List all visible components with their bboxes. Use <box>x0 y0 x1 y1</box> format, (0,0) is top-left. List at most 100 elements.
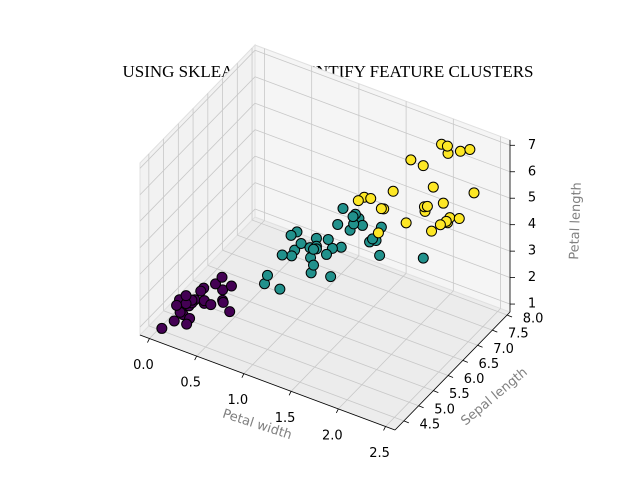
grid-line <box>139 208 256 328</box>
z-tick-label: 2 <box>528 270 536 285</box>
grid-line <box>139 129 256 248</box>
point <box>325 271 337 283</box>
x-tick-label: 0.5 <box>180 376 201 391</box>
z-tick-label: 4 <box>528 217 536 232</box>
y-tick-label: 5.0 <box>434 402 455 417</box>
grid-line <box>338 290 454 410</box>
x-tick-label: 2.0 <box>322 428 343 443</box>
tick-mark <box>288 391 292 396</box>
point <box>434 219 446 231</box>
point <box>468 187 480 199</box>
grid-line <box>254 102 511 199</box>
tick-mark <box>403 420 409 424</box>
point <box>295 237 307 249</box>
tick-mark <box>506 314 513 318</box>
z-axis-label: Petal length <box>567 182 585 260</box>
axis-line <box>394 311 511 431</box>
point <box>441 140 453 152</box>
point <box>274 283 286 295</box>
grid-line <box>254 76 511 173</box>
point <box>180 290 192 302</box>
point <box>210 278 222 290</box>
point <box>308 259 320 271</box>
point <box>337 202 349 214</box>
point <box>168 315 180 327</box>
point <box>365 192 377 204</box>
point <box>352 195 364 207</box>
point <box>286 250 298 262</box>
grid-line <box>139 76 256 196</box>
point <box>417 252 429 264</box>
point <box>417 160 429 172</box>
y-tick-label: 7.5 <box>508 327 529 342</box>
point <box>171 299 183 311</box>
point <box>372 227 384 239</box>
point <box>426 225 438 237</box>
x-tick-label: 0.0 <box>133 358 154 373</box>
tick-mark <box>477 344 483 348</box>
grid-line <box>178 295 434 392</box>
tick-mark <box>383 426 386 431</box>
point <box>285 229 297 241</box>
z-tick-label: 6 <box>528 164 536 179</box>
grid-line <box>148 325 404 422</box>
grid-line <box>139 155 256 275</box>
axis-line <box>139 334 396 431</box>
point <box>453 213 465 225</box>
tick-mark <box>194 355 198 361</box>
z-tick-label: 7 <box>528 138 536 153</box>
x-tick-label: 1.0 <box>228 393 249 408</box>
z-tick-label: 5 <box>528 191 536 206</box>
point <box>205 299 217 311</box>
point <box>225 280 237 292</box>
point <box>437 197 449 209</box>
point <box>217 296 229 308</box>
z-tick-label: 1 <box>528 297 536 312</box>
point <box>387 185 399 197</box>
tick-mark <box>462 360 468 363</box>
grid-line <box>139 50 256 169</box>
grid-line <box>290 273 407 392</box>
tick-mark <box>147 338 150 343</box>
point <box>308 243 320 255</box>
y-tick-label: 6.0 <box>464 372 485 387</box>
grid-line <box>254 129 511 226</box>
point <box>400 217 412 229</box>
point <box>322 233 334 245</box>
grid-line <box>139 182 256 301</box>
point <box>405 154 417 166</box>
point <box>375 203 387 215</box>
point <box>276 249 288 261</box>
point <box>464 143 476 155</box>
y-tick-label: 8.0 <box>523 312 544 327</box>
point <box>356 219 368 231</box>
point <box>347 211 359 223</box>
tick-mark <box>433 390 439 394</box>
point <box>156 322 168 334</box>
z-tick-label: 3 <box>528 244 536 259</box>
point <box>320 248 332 260</box>
grid-line <box>222 249 478 346</box>
point <box>421 200 433 212</box>
point <box>224 306 236 318</box>
y-tick-label: 6.5 <box>478 357 499 372</box>
grid-line <box>192 280 449 376</box>
x-tick-label: 2.5 <box>369 446 390 461</box>
grid-line <box>254 49 511 146</box>
y-tick-label: 7.0 <box>493 342 514 357</box>
point <box>261 269 273 281</box>
point <box>454 145 466 157</box>
grid-line <box>207 265 463 361</box>
tick-mark <box>335 408 339 414</box>
grid-line <box>385 308 501 427</box>
tick-mark <box>418 405 424 409</box>
tick-mark <box>492 329 498 333</box>
point <box>374 249 386 261</box>
tick-mark <box>241 373 245 378</box>
point <box>181 318 193 330</box>
point <box>427 181 439 193</box>
y-tick-label: 4.5 <box>420 417 441 432</box>
tick-mark <box>447 375 454 378</box>
grid-line <box>243 255 360 374</box>
